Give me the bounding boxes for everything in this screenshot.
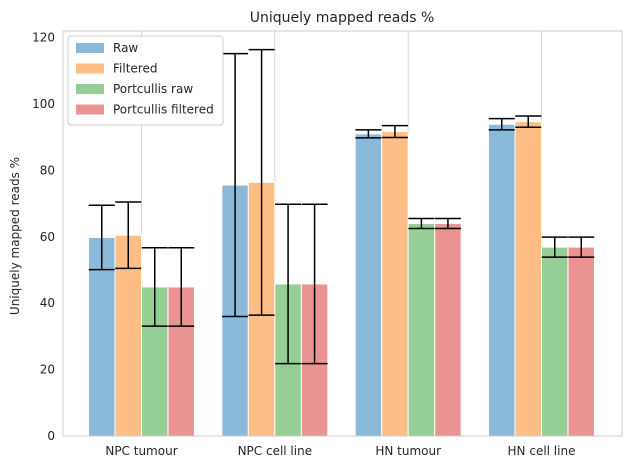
plot-area: 0 20 40 60 80 100 120 NPC tumour NPC cell line HN…	[32, 30, 623, 458]
bar	[567, 246, 595, 437]
x-tick-label: NPC tumour	[105, 444, 177, 458]
legend-swatch	[76, 43, 104, 53]
chart-title: Uniquely mapped reads %	[250, 10, 435, 26]
y-axis-title: Uniquely mapped reads %	[8, 157, 22, 315]
y-tick-label: 20	[40, 363, 55, 377]
x-tick-label: HN cell line	[508, 444, 576, 458]
legend-box	[67, 35, 224, 126]
x-tick-label: NPC cell line	[238, 444, 313, 458]
bar	[381, 131, 409, 437]
legend-swatch	[76, 63, 104, 74]
bar	[407, 223, 436, 437]
y-tick-label: 120	[32, 31, 55, 45]
bar	[434, 223, 462, 437]
y-tick-label: 80	[40, 163, 55, 177]
legend: Raw Filtered Portcullis raw Portcullis filt…	[67, 35, 224, 126]
y-tick-label: 100	[32, 97, 55, 111]
legend-label: Portcullis filtered	[113, 103, 214, 117]
y-tick-label: 60	[40, 230, 55, 244]
x-tick-label: HN tumour	[375, 444, 441, 458]
y-tick-label: 0	[47, 429, 55, 443]
legend-label: Raw	[113, 41, 138, 55]
bar	[354, 133, 383, 437]
legend-label: Portcullis raw	[113, 82, 193, 96]
y-tick-label: 40	[40, 296, 55, 310]
legend-label: Filtered	[113, 62, 157, 76]
plot-frame	[62, 30, 623, 437]
bar	[541, 246, 569, 437]
legend-swatch	[76, 84, 104, 94]
bar	[514, 121, 542, 437]
bar	[488, 123, 516, 437]
legend-swatch	[76, 104, 104, 115]
